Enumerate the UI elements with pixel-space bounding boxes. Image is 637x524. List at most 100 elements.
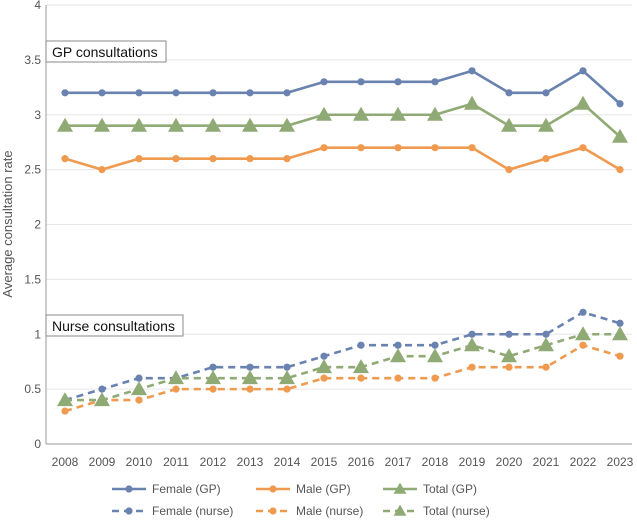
data-point-total-nurse bbox=[575, 326, 591, 341]
data-point-total-gp bbox=[575, 95, 591, 110]
x-tick-label: 2019 bbox=[459, 455, 486, 469]
series-line-total-nurse bbox=[65, 332, 620, 402]
x-tick-label: 2010 bbox=[126, 455, 153, 469]
data-point-female-gp bbox=[357, 78, 365, 86]
data-point-male-gp bbox=[579, 144, 587, 152]
data-point-female-nurse bbox=[320, 352, 328, 360]
data-point-male-nurse bbox=[431, 374, 439, 382]
data-point-female-gp bbox=[209, 89, 217, 97]
data-point-total-gp bbox=[94, 117, 110, 132]
data-point-male-gp bbox=[61, 155, 69, 163]
data-point-male-nurse bbox=[542, 363, 550, 371]
series-layer bbox=[57, 67, 628, 415]
data-point-total-nurse bbox=[427, 348, 443, 363]
data-point-total-nurse bbox=[316, 359, 332, 374]
data-point-total-gp bbox=[538, 117, 554, 132]
data-point-female-nurse bbox=[468, 330, 476, 338]
data-point-female-nurse bbox=[357, 341, 365, 349]
data-point-total-nurse bbox=[131, 381, 147, 396]
data-point-total-nurse bbox=[205, 370, 221, 385]
series-line-female-nurse bbox=[64, 310, 621, 402]
data-point-total-gp bbox=[390, 106, 406, 121]
annotation-gp-text: GP consultations bbox=[52, 44, 158, 60]
legend-item-total-nurse: Total (nurse) bbox=[383, 504, 490, 518]
y-axis-label: Average consultation rate bbox=[0, 150, 15, 297]
data-point-male-gp bbox=[172, 155, 180, 163]
data-point-female-gp bbox=[616, 100, 624, 108]
legend-item-female-gp: Female (GP) bbox=[112, 482, 221, 496]
data-point-male-gp bbox=[209, 155, 217, 163]
data-point-female-gp bbox=[468, 67, 476, 75]
legend: Female (GP) Male (GP) Total (GP) Female (nu… bbox=[112, 482, 490, 518]
legend-swatch-marker bbox=[393, 504, 407, 516]
data-point-female-nurse bbox=[542, 330, 550, 338]
data-point-male-gp bbox=[394, 144, 402, 152]
data-point-female-gp bbox=[246, 89, 254, 97]
data-point-female-gp bbox=[431, 78, 439, 86]
data-point-total-gp bbox=[501, 117, 517, 132]
data-point-female-nurse bbox=[616, 319, 624, 327]
data-point-total-gp bbox=[168, 117, 184, 132]
data-point-total-gp bbox=[427, 106, 443, 121]
data-point-female-gp bbox=[542, 89, 550, 97]
data-point-male-nurse bbox=[283, 385, 291, 393]
data-point-male-nurse bbox=[468, 363, 476, 371]
data-point-total-nurse bbox=[353, 359, 369, 374]
series-line-female-gp bbox=[65, 69, 621, 105]
x-tick-label: 2012 bbox=[200, 455, 227, 469]
x-tick-label: 2017 bbox=[385, 455, 412, 469]
y-tick-label: 0.5 bbox=[24, 382, 41, 396]
data-point-male-nurse bbox=[320, 374, 328, 382]
data-point-total-nurse bbox=[168, 370, 184, 385]
y-tick-label: 1.5 bbox=[24, 272, 41, 286]
data-point-total-nurse bbox=[242, 370, 258, 385]
x-tick-label: 2015 bbox=[311, 455, 338, 469]
legend-item-male-nurse: Male (nurse) bbox=[256, 504, 363, 518]
legend-item-male-gp: Male (GP) bbox=[256, 482, 351, 496]
data-point-total-nurse bbox=[501, 348, 517, 363]
x-tick-label: 2014 bbox=[274, 455, 301, 469]
x-tick-label: 2020 bbox=[496, 455, 523, 469]
data-point-male-nurse bbox=[394, 374, 402, 382]
data-point-female-gp bbox=[579, 67, 587, 75]
data-point-male-nurse bbox=[246, 385, 254, 393]
x-tick-label: 2009 bbox=[89, 455, 116, 469]
data-point-male-gp bbox=[468, 144, 476, 152]
data-point-total-gp bbox=[205, 117, 221, 132]
data-point-total-gp bbox=[612, 128, 628, 143]
y-tick-label: 0 bbox=[34, 437, 41, 451]
axes: 0 0.5 1 1.5 2 2.5 3 3.5 4 2008 2009 2010 2011 2012 201… bbox=[24, 0, 633, 469]
data-point-female-gp bbox=[135, 89, 143, 97]
data-point-female-nurse bbox=[505, 330, 513, 338]
data-point-male-nurse bbox=[579, 341, 587, 349]
data-point-female-gp bbox=[394, 78, 402, 86]
annotation-nurse-box bbox=[45, 314, 184, 337]
data-point-total-gp bbox=[131, 117, 147, 132]
data-point-male-nurse bbox=[616, 352, 624, 360]
legend-label: Male (nurse) bbox=[296, 504, 363, 518]
series-line-total-gp bbox=[65, 102, 621, 138]
series-male-nurse bbox=[61, 341, 624, 415]
data-point-female-nurse bbox=[394, 341, 402, 349]
data-point-female-gp bbox=[98, 89, 106, 97]
annotation-nurse-text: Nurse consultations bbox=[52, 318, 175, 334]
legend-label: Male (GP) bbox=[296, 482, 351, 496]
data-point-male-nurse bbox=[172, 385, 180, 393]
data-point-female-gp bbox=[283, 89, 291, 97]
x-tick-label: 2021 bbox=[533, 455, 560, 469]
legend-swatch-marker bbox=[269, 507, 277, 515]
x-tick-label: 2023 bbox=[607, 455, 634, 469]
series-total-gp bbox=[57, 95, 628, 143]
series-male-gp bbox=[61, 144, 624, 174]
y-tick-label: 2.5 bbox=[24, 163, 41, 177]
x-tick-label: 2008 bbox=[52, 455, 79, 469]
data-point-total-gp bbox=[279, 117, 295, 132]
legend-label: Female (nurse) bbox=[152, 504, 233, 518]
data-point-male-gp bbox=[505, 166, 513, 174]
series-female-gp bbox=[61, 67, 624, 108]
data-point-total-nurse bbox=[94, 392, 110, 407]
data-point-female-gp bbox=[61, 89, 69, 97]
y-tick-label: 1 bbox=[34, 327, 41, 341]
legend-label: Female (GP) bbox=[152, 482, 221, 496]
